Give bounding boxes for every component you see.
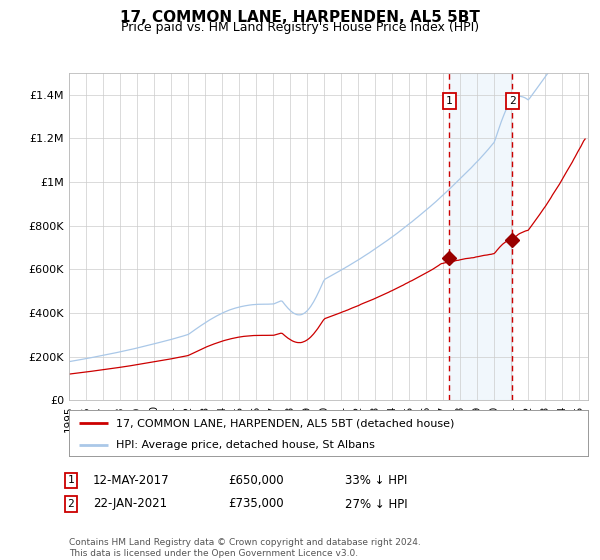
Text: 33% ↓ HPI: 33% ↓ HPI: [345, 474, 407, 487]
Text: 2: 2: [67, 499, 74, 509]
Text: 1: 1: [67, 475, 74, 486]
Text: £650,000: £650,000: [228, 474, 284, 487]
Text: Price paid vs. HM Land Registry's House Price Index (HPI): Price paid vs. HM Land Registry's House …: [121, 21, 479, 34]
Text: 17, COMMON LANE, HARPENDEN, AL5 5BT: 17, COMMON LANE, HARPENDEN, AL5 5BT: [120, 10, 480, 25]
Text: 2: 2: [509, 96, 516, 106]
Text: 22-JAN-2021: 22-JAN-2021: [93, 497, 167, 511]
Text: Contains HM Land Registry data © Crown copyright and database right 2024.
This d: Contains HM Land Registry data © Crown c…: [69, 538, 421, 558]
Text: 1: 1: [446, 96, 453, 106]
Text: 12-MAY-2017: 12-MAY-2017: [93, 474, 170, 487]
Bar: [449, 73, 512, 400]
Text: 17, COMMON LANE, HARPENDEN, AL5 5BT (detached house): 17, COMMON LANE, HARPENDEN, AL5 5BT (det…: [116, 418, 454, 428]
Text: £735,000: £735,000: [228, 497, 284, 511]
Text: HPI: Average price, detached house, St Albans: HPI: Average price, detached house, St A…: [116, 440, 374, 450]
Text: 27% ↓ HPI: 27% ↓ HPI: [345, 497, 407, 511]
